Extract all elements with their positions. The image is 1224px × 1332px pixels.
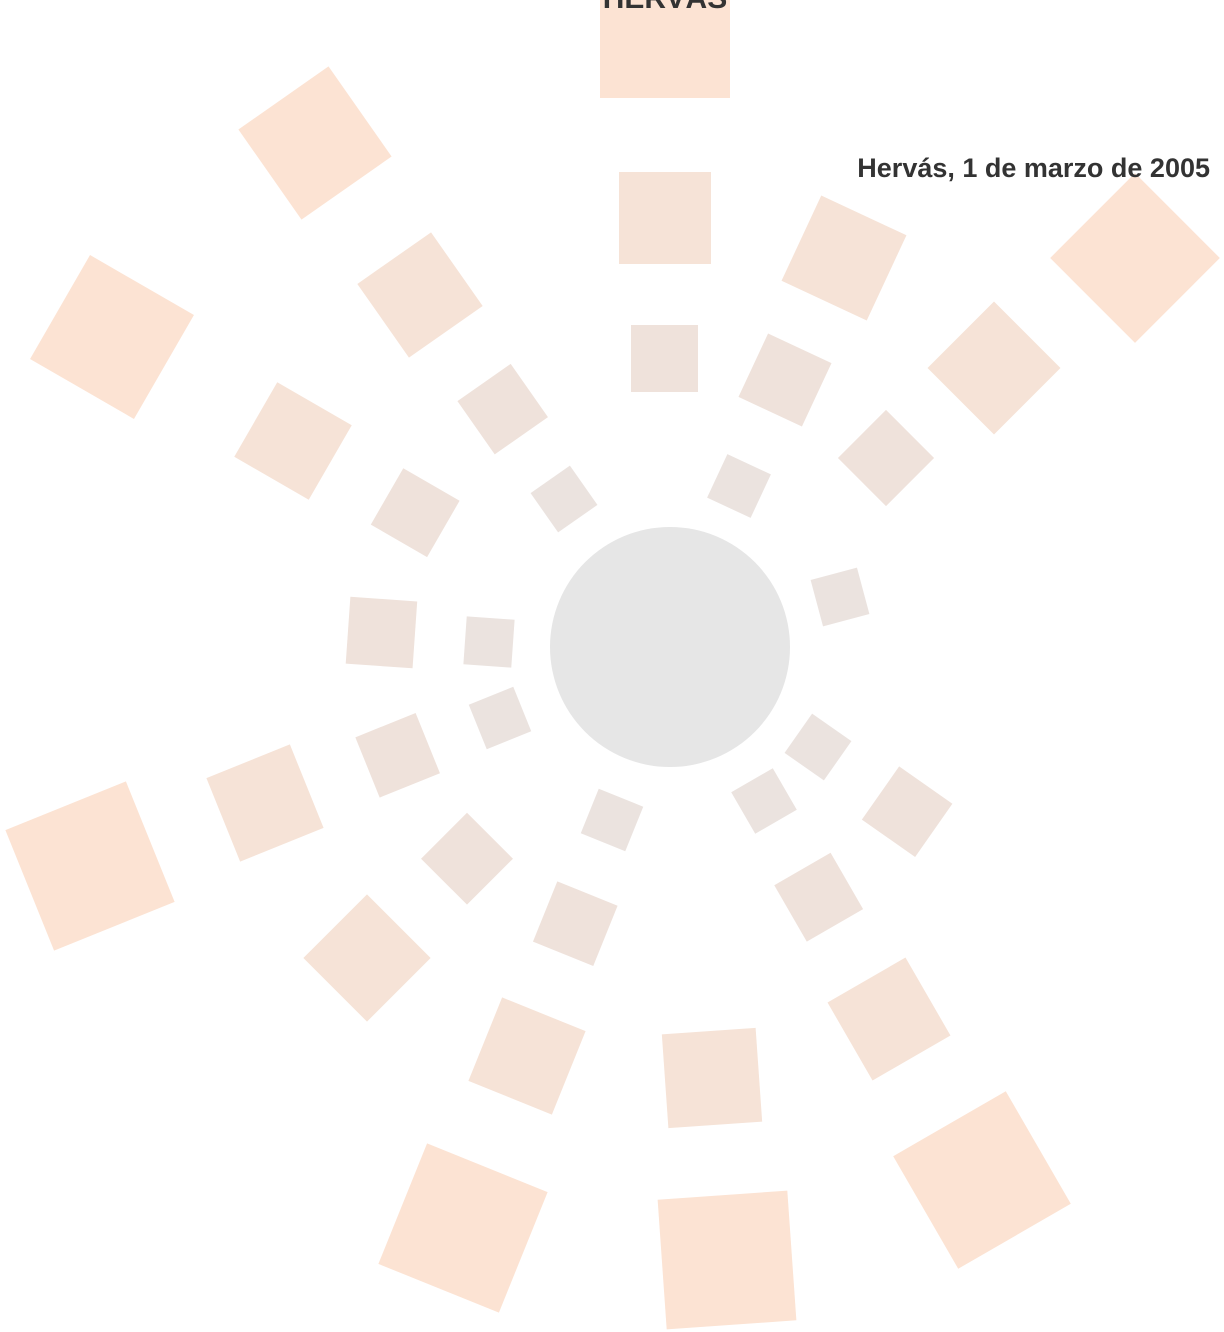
date: Hervás, 1 de marzo de 2005 [857,153,1210,183]
document: HERVÁS Hervás, 1 de marzo de 2005 [0,0,1224,1332]
page: HERVÁS Hervás, 1 de marzo de 2005 (() =>… [0,0,1224,1332]
decoration [5,0,1219,1329]
title: HERVÁS [603,0,727,15]
